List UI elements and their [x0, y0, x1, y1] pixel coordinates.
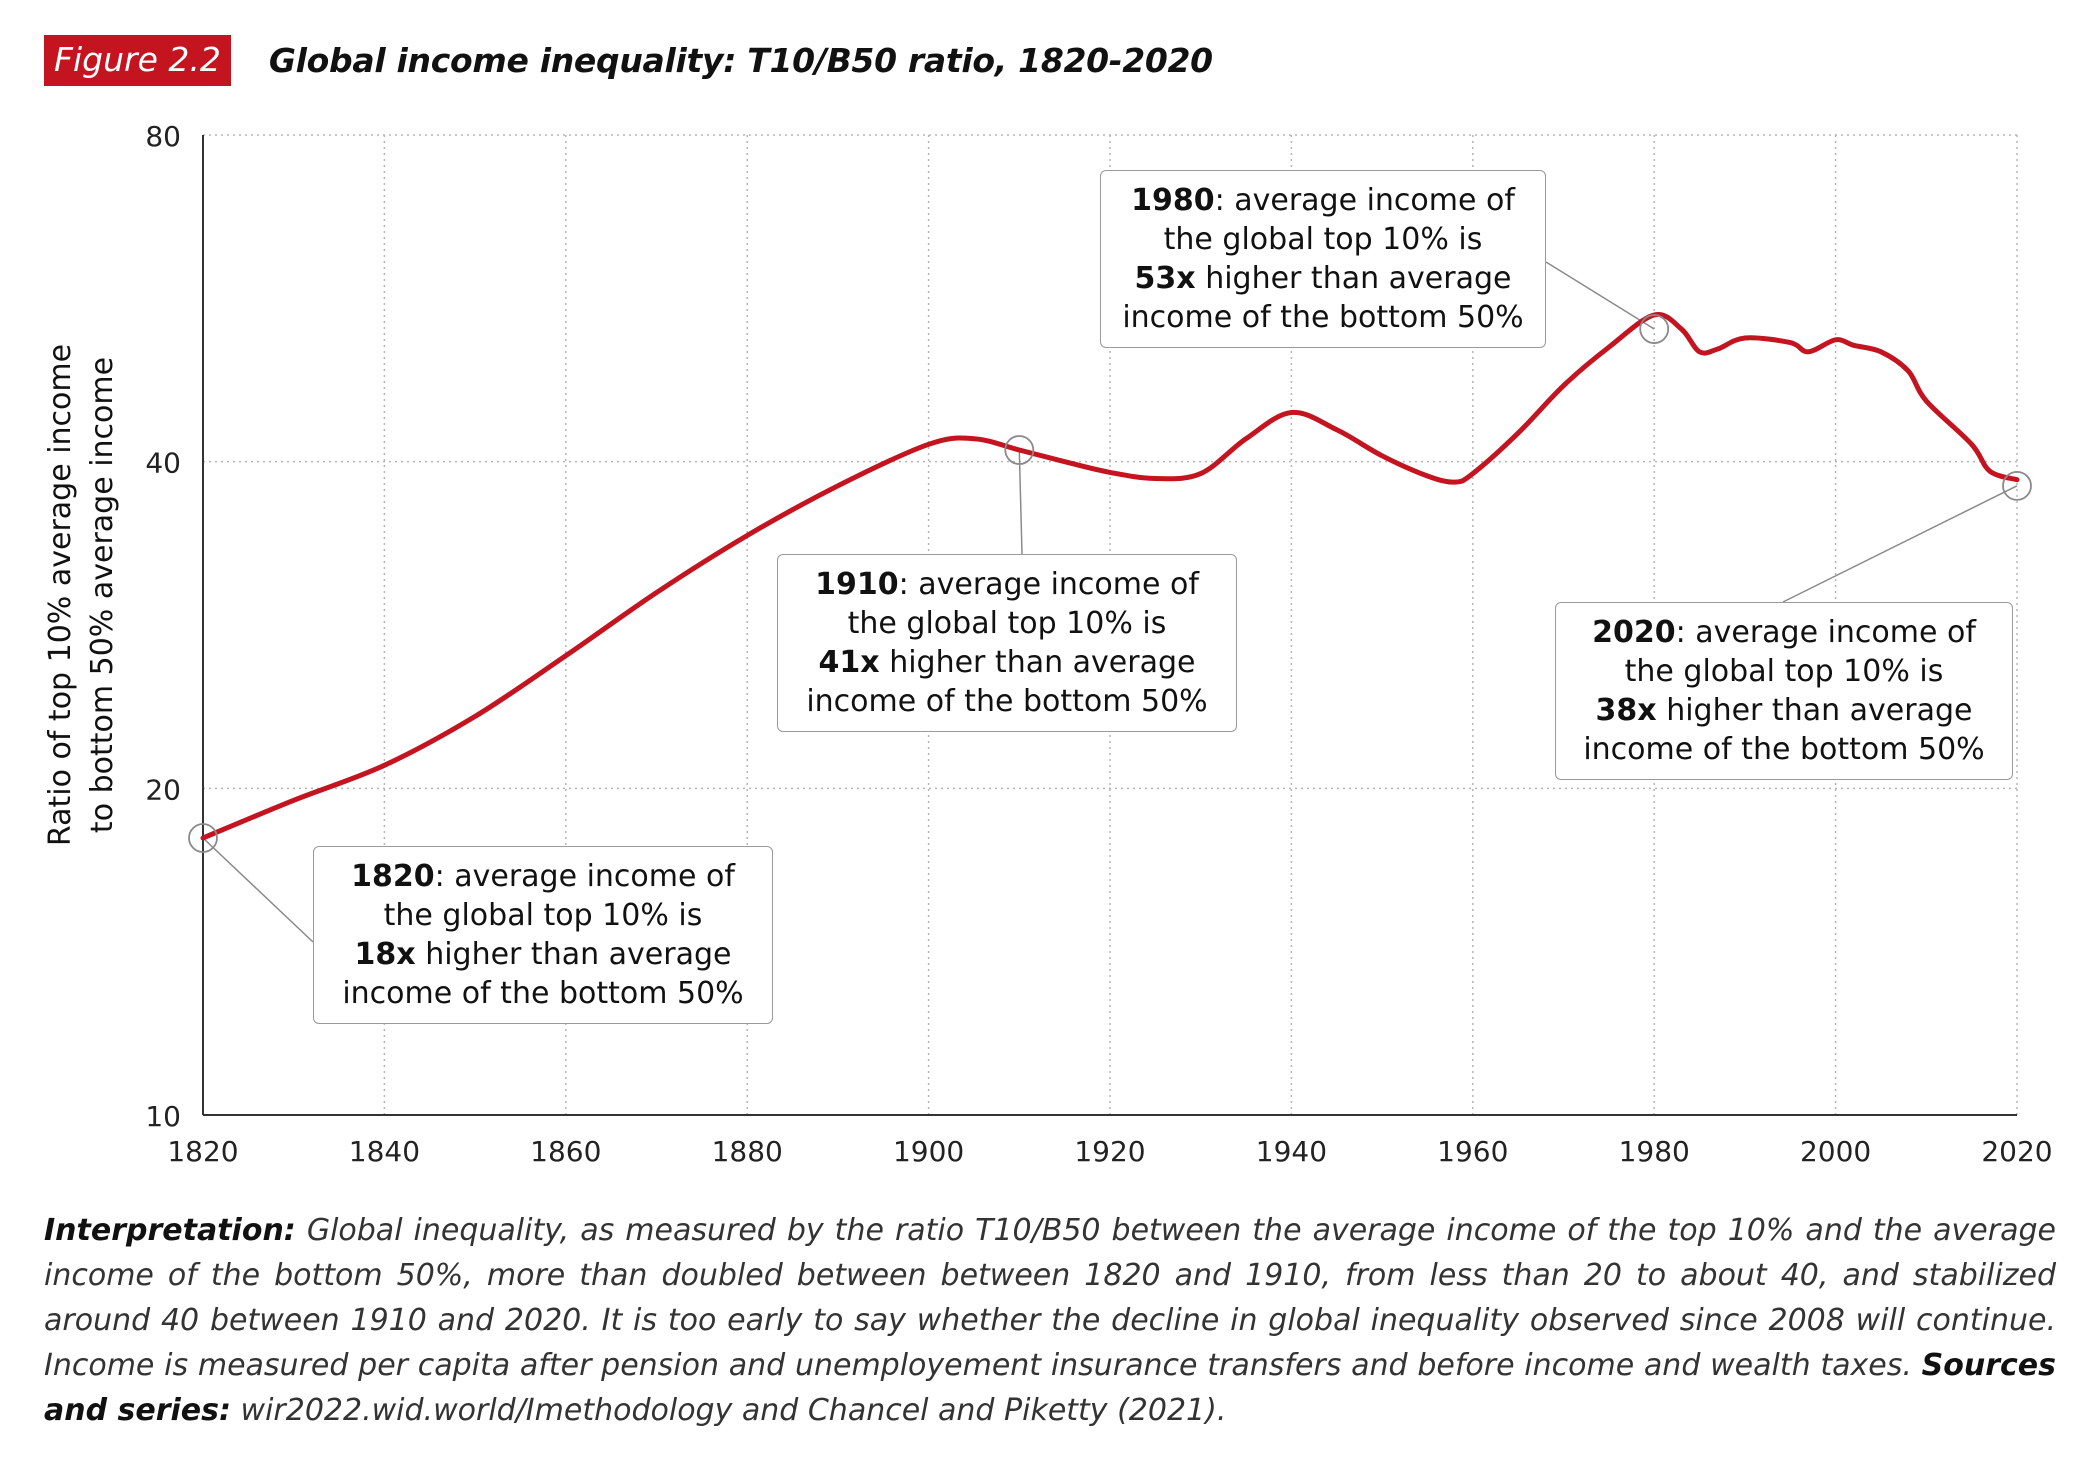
highlight-point [188, 823, 218, 853]
leader-line [1782, 485, 2018, 603]
annotation-text: income of the bottom 50% [806, 684, 1208, 719]
annotation-year: 1910 [815, 567, 899, 602]
annotation-text: higher than average [879, 645, 1196, 680]
y-tick-label: 40 [145, 447, 181, 480]
annotation-year: 1980 [1131, 183, 1215, 218]
x-tick-label: 1860 [530, 1135, 601, 1168]
y-tick-label: 20 [145, 773, 181, 806]
y-tick-label: 10 [145, 1100, 181, 1133]
annotation-text: higher than average [1195, 261, 1512, 296]
annotation-leader-lines [202, 261, 2018, 943]
y-tick-label: 80 [145, 120, 181, 153]
annotation-multiplier: 53x [1134, 261, 1196, 296]
annotation-text: the global top 10% is [1163, 222, 1483, 257]
annotation-text: higher than average [415, 937, 732, 972]
figure-label: Figure 2.2 [44, 34, 231, 86]
leader-line [1018, 450, 1023, 555]
y-axis-label-line2: to bottom 50% average income [85, 357, 120, 833]
x-tick-label: 1840 [349, 1135, 420, 1168]
x-tick-label: 1820 [167, 1135, 238, 1168]
annotation-text: : average income of [1675, 615, 1976, 650]
leader-line [202, 837, 314, 943]
highlight-point [1639, 314, 1670, 344]
annotation-text: income of the bottom 50% [1583, 732, 1985, 767]
series-line-group [200, 312, 2020, 841]
figure-header: Figure 2.2 Global income inequality: T10… [44, 34, 1213, 86]
annotation-text: : average income of [434, 859, 735, 894]
highlight-markers [188, 314, 2032, 853]
axes [202, 135, 2017, 1116]
annotation-1910: 1910: average income of the global top 1… [777, 554, 1237, 732]
annotation-multiplier: 38x [1595, 693, 1657, 728]
annotation-multiplier: 18x [354, 937, 416, 972]
x-tick-label: 1920 [1074, 1135, 1145, 1168]
x-tick-label: 2000 [1800, 1135, 1871, 1168]
annotation-text: income of the bottom 50% [1122, 300, 1524, 335]
leader-line [1545, 261, 1655, 330]
highlight-point [2002, 470, 2032, 501]
x-tick-labels: 1820 1840 1860 1880 1900 1920 1940 1960 1980 2000… [167, 1135, 2052, 1168]
annotation-text: higher than average [1656, 693, 1973, 728]
y-axis-label: Ratio of top 10% average income [43, 344, 78, 846]
x-tick-label: 2020 [1981, 1135, 2052, 1168]
highlight-point [1004, 435, 1035, 465]
x-tick-label: 1940 [1256, 1135, 1327, 1168]
sources-label: Sources and series: [44, 1348, 2056, 1428]
annotation-year: 2020 [1592, 615, 1676, 650]
annotation-1980: 1980: average income of the global top 1… [1100, 170, 1546, 348]
annotation-text: the global top 10% is [847, 606, 1167, 641]
annotation-2020: 2020: average income of the global top 1… [1555, 602, 2013, 780]
x-tick-label: 1960 [1437, 1135, 1508, 1168]
annotation-text: income of the bottom 50% [342, 976, 744, 1011]
annotation-multiplier: 41x [818, 645, 880, 680]
x-tick-label: 1980 [1619, 1135, 1690, 1168]
interpretation-text: Global inequality, as measured by the ra… [44, 1213, 2056, 1383]
annotation-text: the global top 10% is [1624, 654, 1944, 689]
annotation-text: : average income of [898, 567, 1199, 602]
figure-title: Global income inequality: T10/B50 ratio,… [268, 40, 1213, 80]
annotation-text: : average income of [1214, 183, 1515, 218]
y-tick-labels: 10 20 40 80 [145, 120, 181, 1133]
x-tick-label: 1900 [893, 1135, 964, 1168]
annotation-year: 1820 [351, 859, 435, 894]
interpretation-label: Interpretation: [44, 1213, 296, 1248]
annotation-text: the global top 10% is [383, 898, 703, 933]
sources-text: wir2022.wid.world/Imethodology and Chanc… [231, 1393, 1227, 1428]
x-tick-label: 1880 [712, 1135, 783, 1168]
series-line [200, 312, 2020, 841]
annotation-1820: 1820: average income of the global top 1… [313, 846, 773, 1024]
interpretation-note: Interpretation: Global inequality, as me… [44, 1208, 2056, 1433]
